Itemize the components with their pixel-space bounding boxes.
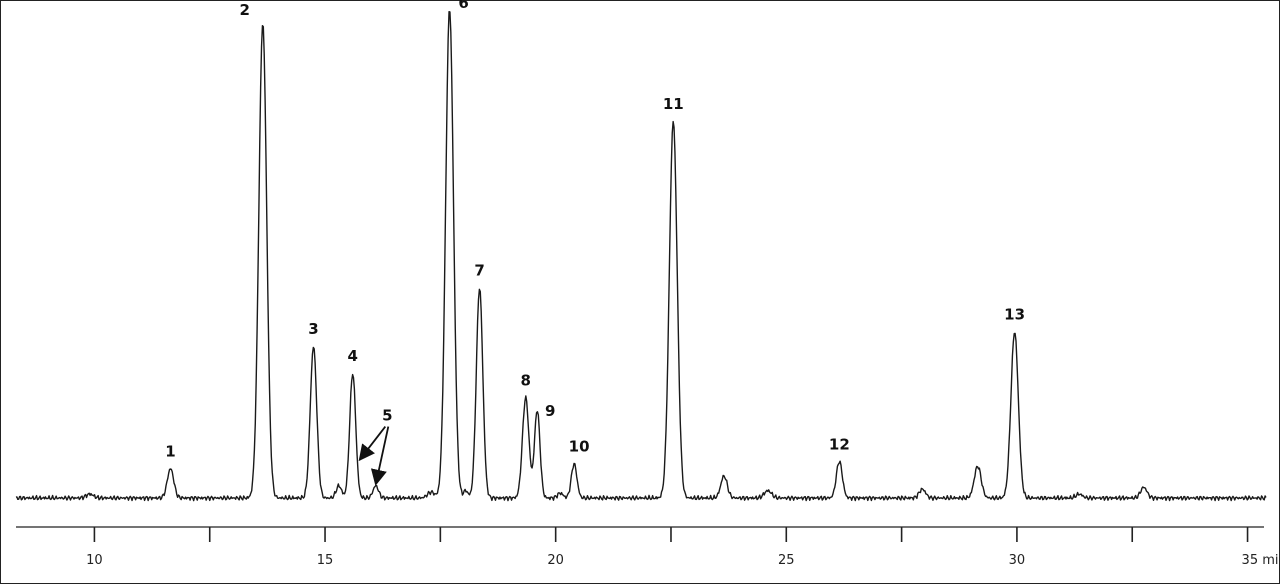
peak-label-4: 4 <box>347 347 357 365</box>
peak-label-2: 2 <box>240 1 250 19</box>
peak-label-12: 12 <box>829 435 850 453</box>
x-tick-label-4: 20 <box>547 553 564 568</box>
x-tick-label-2: 15 <box>317 553 334 568</box>
peak-label-9: 9 <box>545 402 555 420</box>
annotation-arrow-0-1 <box>370 426 390 486</box>
annotations: 5 <box>358 407 393 486</box>
peak-label-13: 13 <box>1004 305 1025 323</box>
peak-label-6: 6 <box>458 0 468 12</box>
x-tick-label-6: 25 <box>778 553 795 568</box>
peak-label-10: 10 <box>569 438 590 456</box>
peak-label-8: 8 <box>520 372 530 390</box>
x-axis-ticks: 10 15 20 25 30 35 min <box>86 527 1280 568</box>
peak-label-11: 11 <box>663 95 684 113</box>
x-tick-label-10: 35 min <box>1242 553 1280 568</box>
peak-label-3: 3 <box>308 320 318 338</box>
peak-label-7: 7 <box>474 261 484 279</box>
chromatogram-trace <box>15 10 1267 502</box>
x-tick-label-8: 30 <box>1009 553 1026 568</box>
annotation-arrow-0-0 <box>358 426 387 462</box>
peak-label-1: 1 <box>165 443 175 461</box>
x-tick-label-0: 10 <box>86 553 103 568</box>
peak-label-5: 5 <box>382 407 392 425</box>
